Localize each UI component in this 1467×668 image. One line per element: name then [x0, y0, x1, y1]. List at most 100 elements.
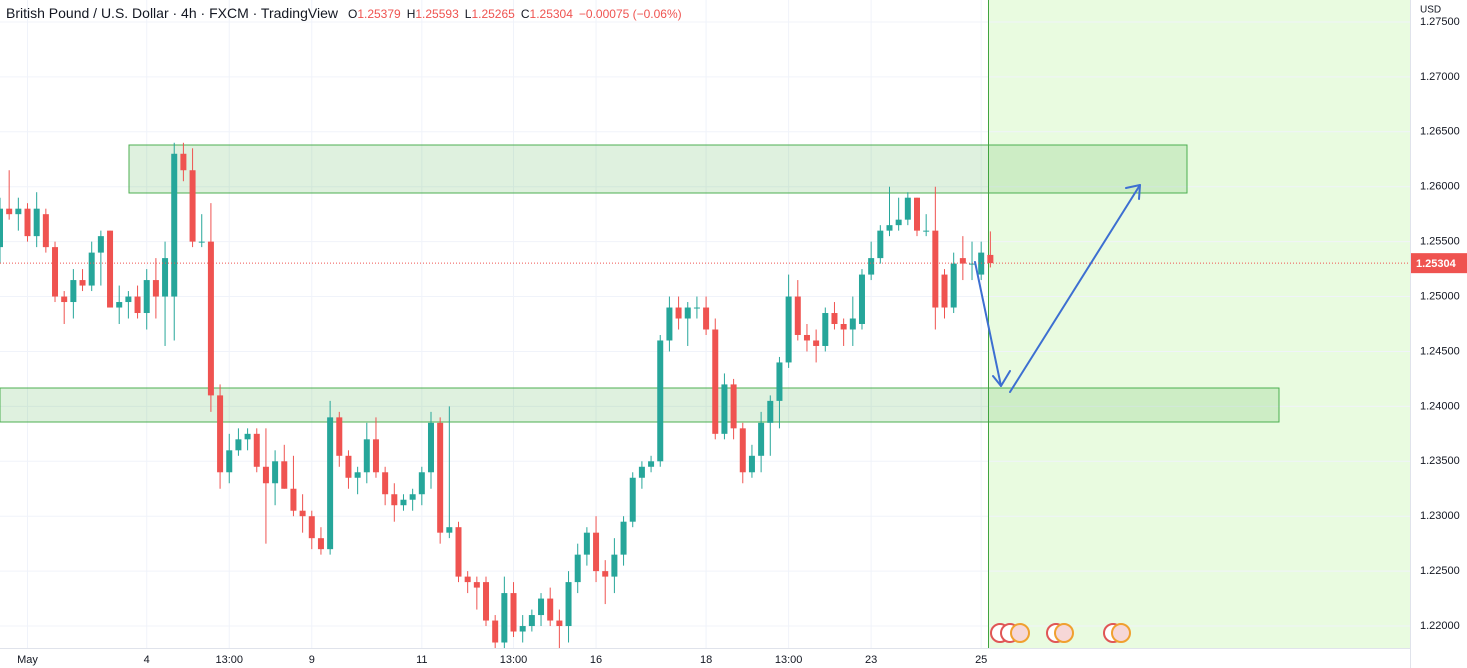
candle-body — [327, 417, 334, 550]
candle-body — [547, 598, 554, 621]
candle-body — [97, 236, 104, 253]
support-zone — [0, 387, 1280, 423]
candle-body — [143, 280, 150, 314]
candle-body — [739, 428, 746, 473]
candle-body — [107, 230, 114, 308]
candle-body — [308, 516, 315, 539]
candle-body — [198, 241, 205, 243]
x-tick-label: 13:00 — [215, 654, 243, 666]
candle-body — [657, 340, 664, 462]
candle-body — [345, 455, 352, 478]
candle-body — [290, 488, 297, 511]
candle-body — [638, 466, 645, 478]
ohlc-letter: H — [406, 7, 416, 21]
x-tick-label: 23 — [865, 654, 877, 666]
y-tick-label: 1.23500 — [1420, 455, 1460, 467]
candle-body — [61, 296, 68, 303]
candle-body — [24, 208, 31, 237]
candle-body — [675, 307, 682, 319]
y-tick-label: 1.22000 — [1420, 620, 1460, 632]
candle-body — [703, 307, 710, 330]
candle-body — [134, 296, 141, 314]
candle-body — [207, 241, 214, 396]
candle-body — [923, 230, 930, 232]
candle-body — [785, 296, 792, 363]
y-tick-label: 1.27500 — [1420, 16, 1460, 28]
candle-body — [354, 472, 361, 478]
candle-body — [895, 219, 902, 226]
candle-body — [593, 532, 600, 572]
candle-body — [712, 329, 719, 434]
candle-body — [574, 554, 581, 583]
candle-body — [538, 598, 545, 616]
x-tick-label: 13:00 — [775, 654, 803, 666]
candle-body — [648, 461, 655, 467]
candle-body — [822, 313, 829, 346]
candle-body — [629, 477, 636, 522]
candle-body — [987, 254, 994, 264]
candle-body — [914, 197, 920, 231]
candle-body — [803, 334, 810, 341]
candle-body — [116, 302, 123, 308]
candle-body — [162, 258, 169, 297]
candle-body — [583, 532, 590, 555]
candle-body — [253, 433, 260, 467]
flag-icon — [1010, 623, 1030, 643]
y-tick-label: 1.24000 — [1420, 400, 1460, 412]
candle-body — [492, 620, 499, 643]
candle-body — [758, 422, 765, 456]
candle-body — [262, 466, 269, 484]
price-axis — [1410, 0, 1467, 668]
candle-body — [189, 170, 196, 242]
candle-body — [886, 225, 893, 231]
candle-body — [620, 521, 627, 555]
candle-body — [217, 395, 224, 473]
candle-body — [171, 153, 178, 297]
x-tick-label: 9 — [309, 654, 315, 666]
symbol-title: British Pound / U.S. Dollar · 4h · FXCM … — [6, 5, 338, 21]
axis-labels: 1.27500 1.27000 1.26500 1.26000 1.25500 1.250… — [17, 16, 1467, 666]
x-tick-label: 4 — [144, 654, 150, 666]
candle-body — [336, 417, 343, 456]
candle-body — [501, 593, 508, 643]
candle-body — [382, 472, 389, 495]
candle-body — [684, 307, 691, 319]
y-tick-label: 1.25000 — [1420, 290, 1460, 302]
forecast-area — [988, 0, 1410, 648]
candle-body — [858, 274, 865, 324]
candle-body — [959, 258, 966, 264]
candle-body — [299, 510, 306, 517]
flag-icon — [1111, 623, 1131, 643]
candle-body — [244, 433, 251, 440]
candle-body — [556, 620, 563, 627]
candle-body — [33, 208, 40, 237]
ohlc-letter: C — [520, 7, 530, 21]
candle-body — [363, 439, 370, 473]
resistance-zone — [128, 144, 1188, 194]
candle-body — [427, 422, 434, 473]
event-icons — [990, 623, 1131, 643]
y-tick-label: 1.24500 — [1420, 345, 1460, 357]
arrow-up — [1009, 184, 1141, 393]
ohlc-letter: O — [347, 7, 358, 21]
ohlc-letter: L — [464, 7, 472, 21]
legend: British Pound / U.S. Dollar · 4h · FXCM … — [6, 5, 682, 21]
candle-body — [767, 400, 774, 423]
last-price-label: 1.25304 — [1416, 258, 1457, 270]
candle-body — [473, 582, 480, 588]
candle-body — [70, 280, 77, 303]
candle-body — [748, 455, 755, 473]
candle-body — [877, 230, 884, 259]
candle-body — [391, 494, 398, 506]
candle-body — [0, 208, 3, 248]
candle-body — [437, 422, 444, 533]
ohlc-value: 1.25265 — [471, 7, 515, 21]
x-tick-label: 25 — [975, 654, 987, 666]
candle-body — [446, 527, 453, 533]
candle-body — [510, 593, 517, 632]
candle-body — [372, 439, 379, 473]
candle-body — [180, 153, 187, 171]
candle-body — [6, 208, 13, 215]
candle-body — [565, 582, 572, 627]
candle-body — [776, 362, 783, 401]
